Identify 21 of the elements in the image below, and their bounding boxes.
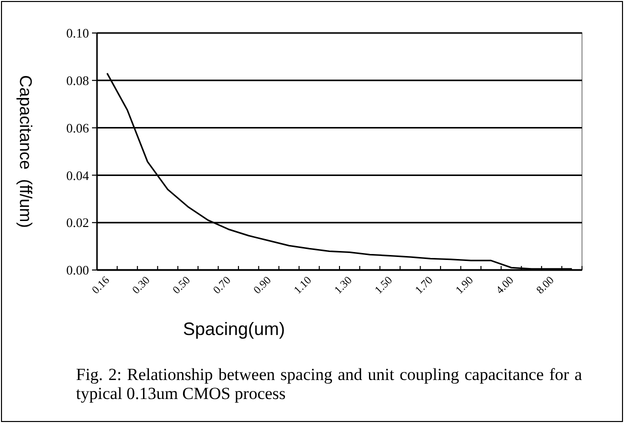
x-tick-label: 1.70	[413, 274, 436, 296]
x-tick-label: 0.90	[252, 274, 274, 296]
x-tick-label: 1.30	[332, 274, 355, 296]
x-tick-label: 1.50	[372, 274, 396, 296]
y-tick-label: 0.10	[66, 26, 89, 41]
x-tick-label: 4.00	[494, 274, 516, 296]
x-tick-label: 0.16	[90, 274, 112, 296]
x-tick-label: 0.70	[211, 274, 234, 296]
y-tick-label: 0.04	[66, 168, 90, 183]
x-tick-label: 1.90	[454, 274, 476, 296]
caption: Fig. 2: Relationship between spacing and unit coupling capacitance for a typical 0.13um CMOS process	[76, 365, 582, 403]
y-tick-label: 0.08	[66, 72, 89, 88]
x-tick-label: 8.00	[534, 274, 557, 296]
x-tick-label: 0.30	[130, 274, 153, 296]
y-tick-label: 0.02	[66, 215, 89, 230]
x-axis-title: Spacing(um)	[182, 319, 286, 339]
x-tick-label: 0.50	[170, 274, 194, 296]
y-tick-label: 0.00	[66, 262, 89, 278]
y-tick-label: 0.06	[66, 120, 90, 136]
y-axis-title: Capacitance (ff/um)	[16, 75, 35, 228]
x-tick-label: 1.10	[292, 274, 314, 296]
